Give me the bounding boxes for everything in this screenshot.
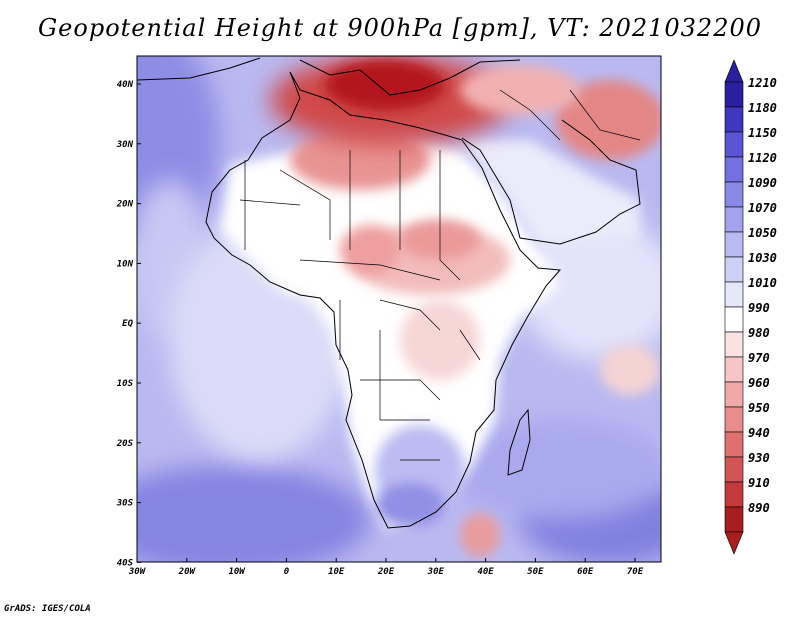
colorbar-swatch bbox=[724, 206, 744, 233]
lat-label: 10S bbox=[117, 379, 134, 389]
lat-label: 40N bbox=[117, 80, 134, 90]
indian-ocean-mid bbox=[450, 420, 661, 520]
iran-warm bbox=[555, 80, 661, 160]
axis-ticks bbox=[136, 83, 636, 563]
colorbar-swatch bbox=[724, 356, 744, 383]
sahara-warm bbox=[290, 130, 430, 190]
colorbar-label: 1010 bbox=[748, 276, 777, 290]
lat-label: 30S bbox=[116, 499, 134, 509]
borders bbox=[239, 89, 641, 461]
colorbar-swatch bbox=[724, 331, 744, 358]
lon-label: 20W bbox=[178, 567, 197, 577]
chad-warm bbox=[340, 225, 400, 275]
arabia-north-warm bbox=[460, 65, 580, 115]
colorbar-label: 1050 bbox=[748, 226, 777, 240]
colorbar-label: 980 bbox=[748, 326, 770, 340]
lat-label: 40S bbox=[117, 558, 134, 568]
lon-label: 40E bbox=[477, 567, 494, 577]
colorbar-swatch bbox=[724, 406, 744, 433]
europe-coastline bbox=[137, 57, 521, 96]
colorbar-label: 910 bbox=[748, 476, 770, 490]
colorbar-swatch bbox=[724, 131, 744, 158]
colorbar-top-arrow bbox=[724, 59, 744, 83]
lon-label: 70E bbox=[627, 567, 644, 577]
colorbar-swatch bbox=[724, 256, 744, 283]
latitude-labels: 40N 30N 20N 10N EQ 10S 20S 30S 40S bbox=[116, 80, 134, 568]
colorbar-label: 960 bbox=[748, 376, 770, 390]
colorbar-bottom-arrow bbox=[724, 531, 744, 555]
colorbar-swatch bbox=[724, 281, 744, 308]
map-title: Geopotential Height at 900hPa [gpm], VT:… bbox=[38, 14, 762, 42]
south-atlantic-low bbox=[137, 465, 370, 562]
colorbar-swatch bbox=[724, 181, 744, 208]
lat-label: 10N bbox=[117, 259, 134, 269]
colorbar-swatch bbox=[724, 106, 744, 133]
colorbar-label: 1120 bbox=[748, 151, 777, 165]
longitude-labels: 30W 20W 10W 0 10E 20E 30E 40E 50E 60E 70E bbox=[128, 567, 644, 577]
colorbar-swatch bbox=[724, 431, 744, 458]
colorbar-swatch bbox=[724, 481, 744, 508]
lon-label: 30W bbox=[128, 567, 147, 577]
colorbar-label: 1030 bbox=[748, 251, 777, 265]
colorbar: 1210 1180 1150 1120 1090 1070 1050 1030 1010 990 9… bbox=[724, 59, 777, 555]
colorbar-label: 940 bbox=[748, 426, 770, 440]
height-field bbox=[137, 56, 661, 562]
lon-label: 50E bbox=[527, 567, 544, 577]
credit-text: GrADS: IGES/COLA bbox=[4, 604, 91, 614]
colorbar-swatch bbox=[724, 381, 744, 408]
lon-label: 60E bbox=[577, 567, 594, 577]
colorbar-label: 990 bbox=[748, 301, 770, 315]
colorbar-label: 930 bbox=[748, 451, 770, 465]
colorbar-label: 1150 bbox=[748, 126, 777, 140]
lat-label: 30N bbox=[116, 140, 134, 150]
africa-coastline bbox=[205, 71, 562, 529]
lon-label: 10E bbox=[328, 567, 345, 577]
colorbar-swatch bbox=[724, 506, 744, 533]
colorbar-label: 950 bbox=[748, 401, 770, 415]
colorbar-swatch bbox=[724, 156, 744, 183]
lat-label: EQ bbox=[122, 319, 133, 329]
arabia-field bbox=[460, 140, 640, 250]
colorbar-label: 1210 bbox=[748, 76, 777, 90]
lon-label: 10W bbox=[228, 567, 246, 577]
lon-label: 20E bbox=[377, 567, 395, 577]
arabian-sea-pale bbox=[520, 220, 661, 360]
coastlines bbox=[137, 57, 641, 529]
mediterranean-high-core bbox=[325, 60, 445, 110]
colorbar-swatch bbox=[724, 456, 744, 483]
colorbar-label: 970 bbox=[748, 351, 770, 365]
madagascar bbox=[507, 408, 531, 476]
colorbar-swatch bbox=[724, 231, 744, 258]
colorbar-label: 890 bbox=[748, 501, 770, 515]
colorbar-label: 1180 bbox=[748, 101, 777, 115]
colorbar-swatch bbox=[724, 306, 744, 333]
lon-label: 30E bbox=[427, 567, 445, 577]
lat-label: 20N bbox=[116, 200, 134, 210]
mozambique-channel-warm bbox=[460, 513, 500, 557]
east-africa-warm bbox=[400, 300, 480, 380]
madagascar-sea-warm bbox=[600, 345, 660, 395]
arabia-coastline bbox=[461, 119, 641, 245]
map-frame bbox=[136, 55, 662, 563]
south-africa-blue-dark bbox=[375, 483, 445, 527]
colorbar-label: 1070 bbox=[748, 201, 777, 215]
lon-label: 0 bbox=[284, 567, 290, 577]
lat-label: 20S bbox=[116, 439, 134, 449]
colorbar-label: 1090 bbox=[748, 176, 777, 190]
colorbar-swatch bbox=[724, 81, 744, 108]
